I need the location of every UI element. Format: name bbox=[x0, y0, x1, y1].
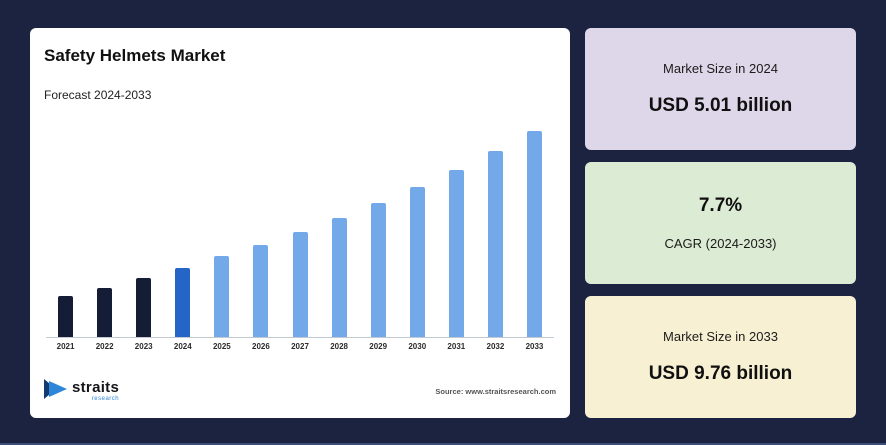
bar-2023 bbox=[124, 128, 163, 337]
x-tick-label: 2025 bbox=[212, 342, 231, 351]
logo-subtitle: research bbox=[91, 396, 120, 402]
bar-2024 bbox=[163, 128, 202, 337]
x-tick-label: 2032 bbox=[486, 342, 505, 351]
stat-value: USD 9.76 billion bbox=[648, 363, 793, 384]
bar-rect bbox=[175, 268, 191, 337]
stat-card-market-size-2024: Market Size in 2024 USD 5.01 billion bbox=[585, 28, 856, 150]
logo-text: straits research bbox=[72, 380, 119, 402]
bar-2031 bbox=[437, 128, 476, 337]
bar-rect bbox=[409, 187, 425, 337]
bar-2033 bbox=[515, 128, 554, 337]
stat-value: USD 5.01 billion bbox=[648, 95, 793, 116]
logo-arrow-icon bbox=[44, 378, 68, 405]
x-tick-label: 2024 bbox=[173, 342, 192, 351]
bar-chart: 2021 2022 2023 2024 2025 2026 2027 2028 2029 2030… bbox=[46, 128, 554, 351]
x-tick-label: 2027 bbox=[291, 342, 309, 351]
x-tick-label: 2031 bbox=[447, 342, 466, 351]
bar-rect bbox=[214, 256, 230, 337]
bar-rect bbox=[58, 296, 74, 337]
bar-2032 bbox=[476, 128, 515, 337]
bar-2028 bbox=[320, 128, 359, 337]
chart-title: Safety Helmets Market bbox=[44, 46, 226, 65]
chart-card: Safety Helmets Market Forecast 2024-2033… bbox=[30, 28, 570, 418]
x-tick-label: 2030 bbox=[408, 342, 427, 351]
bar-rect bbox=[136, 278, 152, 337]
bars-area bbox=[46, 128, 554, 338]
logo-name: straits bbox=[72, 379, 120, 396]
x-tick-label: 2026 bbox=[252, 342, 270, 351]
stats-column: Market Size in 2024 USD 5.01 billion 7.7… bbox=[585, 28, 856, 418]
stat-card-cagr: 7.7% CAGR (2024-2033) bbox=[585, 162, 856, 284]
bar-rect bbox=[292, 232, 308, 337]
x-axis-labels: 2021 2022 2023 2024 2025 2026 2027 2028 2029 2030… bbox=[46, 342, 554, 351]
bar-2029 bbox=[359, 128, 398, 337]
stat-label: Market Size in 2033 bbox=[663, 329, 778, 344]
stat-value: 7.7% bbox=[698, 195, 743, 216]
bar-2021 bbox=[46, 128, 85, 337]
bar-2030 bbox=[398, 128, 437, 337]
source-attribution: Source: www.straitsresearch.com bbox=[435, 386, 556, 396]
x-tick-label: 2021 bbox=[56, 342, 75, 351]
bar-2026 bbox=[241, 128, 280, 337]
bar-2025 bbox=[202, 128, 241, 337]
bar-rect bbox=[448, 170, 464, 337]
bar-2027 bbox=[280, 128, 319, 337]
x-tick-label: 2028 bbox=[330, 342, 348, 351]
x-tick-label: 2033 bbox=[525, 342, 544, 351]
x-tick-label: 2029 bbox=[369, 342, 388, 351]
chart-footer: straits research Source: www.straitsrese… bbox=[44, 376, 556, 406]
bar-rect bbox=[370, 203, 386, 337]
stat-card-market-size-2033: Market Size in 2033 USD 9.76 billion bbox=[585, 296, 856, 418]
bar-rect bbox=[97, 288, 113, 337]
bar-2022 bbox=[85, 128, 124, 337]
x-tick-label: 2023 bbox=[134, 342, 153, 351]
chart-subtitle: Forecast 2024-2033 bbox=[44, 88, 152, 102]
bar-rect bbox=[487, 151, 503, 337]
stat-label: CAGR (2024-2033) bbox=[664, 236, 777, 251]
stat-label: Market Size in 2024 bbox=[663, 61, 778, 76]
straits-research-logo: straits research bbox=[44, 378, 119, 405]
bar-rect bbox=[526, 131, 542, 337]
bar-rect bbox=[253, 245, 269, 337]
x-tick-label: 2022 bbox=[95, 342, 114, 351]
bar-rect bbox=[331, 218, 347, 337]
